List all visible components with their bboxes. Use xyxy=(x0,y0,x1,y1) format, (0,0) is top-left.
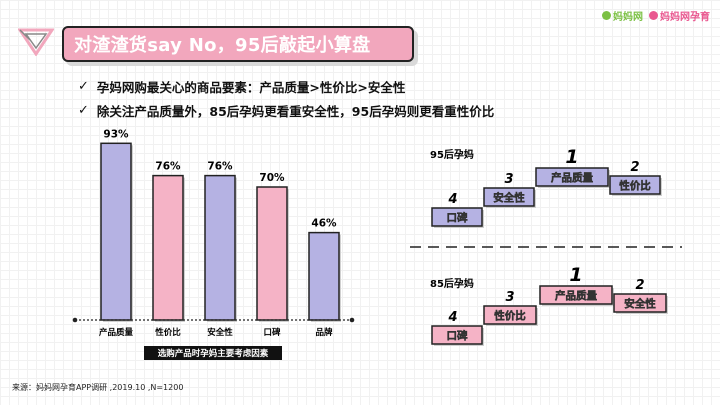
brand-right-label: 妈妈网孕育 xyxy=(660,12,710,23)
rank-number: 1 xyxy=(569,264,582,286)
brand-heart-icon xyxy=(649,11,658,20)
bullet-2: ✓ 除关注产品质量外，85后孕妈更看重安全性，95后孕妈则更看重性价比 xyxy=(78,101,494,120)
bar-性价比 xyxy=(152,174,184,321)
rank-number: 3 xyxy=(504,172,513,187)
rank-box xyxy=(483,187,535,207)
page-title-box: 对渣渣货say No，95后敲起小算盘 xyxy=(62,26,414,62)
rank-item-label: 产品质量 xyxy=(555,289,597,302)
bar-value-label: 70% xyxy=(259,172,285,184)
bullet-2-text: 除关注产品质量外，85后孕妈更看重安全性，95后孕妈则更看重性价比 xyxy=(96,104,495,119)
category-tick-label: 性价比 xyxy=(155,327,181,338)
category-tick-label: 品牌 xyxy=(315,327,333,338)
rank-number: 2 xyxy=(635,278,644,293)
bullet-1: ✓ 孕妈网购最关心的商品要素：产品质量>性价比>安全性 xyxy=(78,77,405,96)
check-icon: ✓ xyxy=(78,103,89,118)
rank-item-label: 口碑 xyxy=(447,211,468,224)
check-icon: ✓ xyxy=(78,79,89,94)
rank-number: 2 xyxy=(630,160,639,175)
source-note: 来源：妈妈网孕育APP调研 ,2019.10 ,N=1200 xyxy=(12,383,184,392)
rank-box xyxy=(535,167,609,187)
rank-box xyxy=(431,207,483,227)
rank-number: 4 xyxy=(447,310,457,325)
rank-item-label: 安全性 xyxy=(624,297,656,310)
brand-mamawang-yunyu: 妈妈网孕育 xyxy=(649,8,710,23)
rank-item-label: 性价比 xyxy=(619,179,651,192)
bar-品牌 xyxy=(308,231,340,321)
rank-item-label: 产品质量 xyxy=(551,171,593,184)
bar-value-label: 76% xyxy=(155,161,181,173)
rank-box xyxy=(431,325,483,345)
bar-安全性 xyxy=(204,174,236,321)
rank-box xyxy=(613,293,667,313)
axis-end-dot xyxy=(349,317,355,323)
rank-box xyxy=(539,285,613,305)
rank-number: 3 xyxy=(505,290,514,305)
ranking-group-title: 95后孕妈 xyxy=(430,148,474,161)
brand-leaf-icon xyxy=(602,11,611,20)
rank-number: 4 xyxy=(447,192,457,207)
bar-value-label: 76% xyxy=(207,161,233,173)
x-axis-label-text: 选购产品时孕妈主要考虑因素 xyxy=(157,349,269,359)
brand-mamawang: 妈妈网 xyxy=(602,8,643,23)
rank-number: 1 xyxy=(565,146,578,168)
triangle-logo-icon xyxy=(18,28,54,56)
x-axis-label: 选购产品时孕妈主要考虑因素 xyxy=(144,346,282,360)
brand-left-label: 妈妈网 xyxy=(613,12,643,23)
brand-logos: 妈妈网 妈妈网孕育 xyxy=(602,8,710,23)
rank-item-label: 口碑 xyxy=(447,329,468,342)
rank-box xyxy=(483,305,537,325)
rank-item-label: 安全性 xyxy=(493,191,525,204)
category-tick-label: 口碑 xyxy=(263,327,281,338)
page-title: 对渣渣货say No，95后敲起小算盘 xyxy=(74,35,371,56)
rank-item-label: 性价比 xyxy=(494,309,526,322)
rank-box xyxy=(609,175,661,195)
bar-口碑 xyxy=(256,186,288,321)
bar-value-label: 93% xyxy=(103,128,129,140)
bar-value-label: 46% xyxy=(311,218,337,230)
ranking-group-title: 85后孕妈 xyxy=(430,277,474,290)
category-tick-label: 产品质量 xyxy=(99,327,134,338)
category-tick-label: 安全性 xyxy=(207,327,233,338)
axis-end-dot xyxy=(72,317,78,323)
bullet-1-text: 孕妈网购最关心的商品要素：产品质量>性价比>安全性 xyxy=(96,80,406,95)
